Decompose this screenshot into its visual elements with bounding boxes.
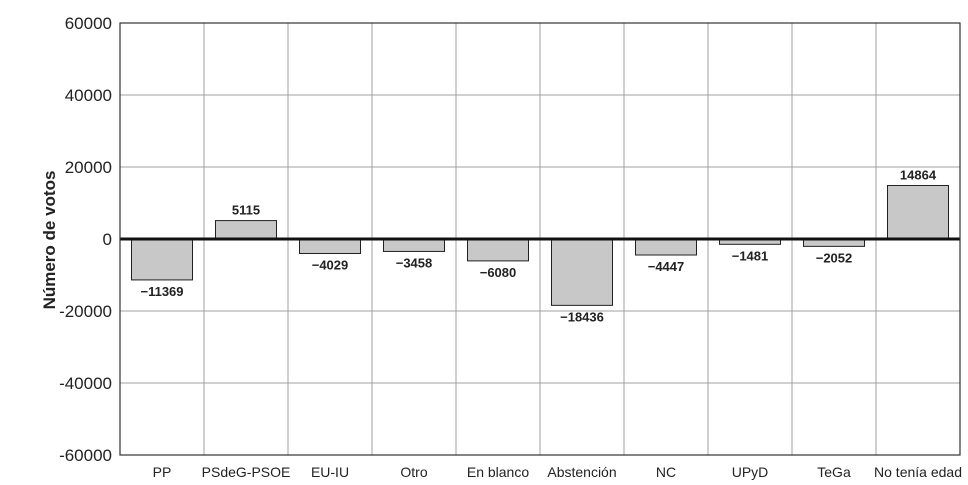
category-label: Abstención [547,464,616,480]
y-tick-label: 60000 [65,14,112,33]
data-label: 14864 [900,167,937,182]
bar-2 [299,238,361,255]
category-label: PSdeG-PSOE [202,464,291,480]
y-tick-label: 0 [103,230,112,249]
data-label: −4029 [312,258,349,273]
category-label: UPyD [732,464,769,480]
category-label: NC [656,464,676,480]
bar-0 [131,238,193,281]
y-tick-label: 40000 [65,86,112,105]
data-label: −3458 [396,255,433,270]
plot-frame [119,22,961,456]
data-label: −18436 [560,309,604,324]
data-label: 5115 [232,203,260,218]
y-tick-label: 20000 [65,158,112,177]
y-tick-label: -20000 [59,302,112,321]
y-tick-labels: 60000 40000 20000 0 -20000 -40000 -60000 [59,14,112,465]
category-label: PP [153,464,172,480]
category-label: EU-IU [311,464,349,480]
data-label: −2052 [816,250,853,265]
y-tick-label: -60000 [59,446,112,465]
category-label: No tenía edad [874,464,962,480]
data-labels: −11369 5115 −4029 −3458 −6080 −18436 −4447 −148… [140,167,936,324]
category-label: En blanco [467,464,529,480]
bar-3 [383,238,445,252]
y-axis-title: Número de votos [40,171,59,310]
data-label: −11369 [140,284,183,299]
category-label: Otro [400,464,427,480]
data-label: −6080 [480,265,517,280]
category-label: TeGa [817,464,851,480]
x-category-labels: PP PSdeG-PSOE EU-IU Otro En blanco Abstención… [153,464,962,480]
bar-6 [635,238,697,256]
bar-5 [551,238,613,306]
bar-1 [215,220,277,240]
bar-4 [467,238,529,262]
bar-9 [887,184,949,240]
data-label: −4447 [648,259,685,274]
data-label: −1481 [732,248,769,263]
y-tick-label: -40000 [59,374,112,393]
